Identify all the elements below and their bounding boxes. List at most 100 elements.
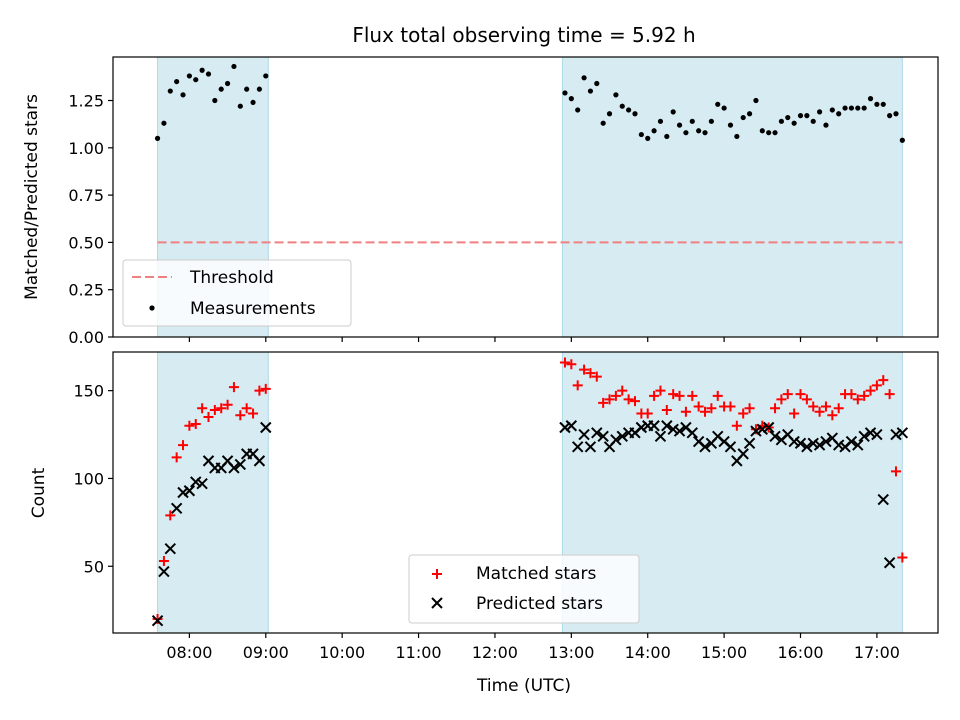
predicted-star-point	[228, 462, 240, 474]
matched-star-point	[248, 408, 259, 419]
measurement-point	[626, 107, 632, 113]
measurement-point	[861, 105, 867, 111]
predicted-star-point	[890, 428, 902, 441]
matched-star-point	[680, 406, 691, 417]
matched-star-point	[795, 389, 806, 400]
predicted-star-point	[164, 542, 176, 555]
measurement-point	[887, 113, 893, 119]
matched-star-point	[687, 390, 698, 401]
predicted-star-point	[253, 455, 266, 467]
matched-star-point	[241, 403, 252, 414]
matched-star-point	[572, 380, 583, 391]
matched-star-point	[579, 364, 590, 375]
predicted-star-point	[813, 439, 826, 451]
top-y-axis-label: Matched/Predicted stars	[22, 94, 42, 300]
predicted-star-point	[234, 458, 247, 471]
x-tick-label: 16:00	[777, 643, 823, 662]
y-tick-label: 0.00	[68, 328, 104, 347]
legend-matched-label: Matched stars	[476, 564, 596, 584]
measurement-point	[785, 114, 791, 121]
axes-frame	[112, 56, 939, 338]
matched-star-point	[203, 411, 214, 422]
legend-measurements-swatch	[149, 305, 155, 311]
measurement-point	[721, 105, 727, 111]
predicted-star-point	[591, 427, 603, 439]
measurement-point	[632, 111, 638, 117]
matched-star-point	[820, 401, 831, 412]
matched-star-point	[559, 357, 570, 368]
measurement-point	[880, 101, 886, 107]
matched-star-point	[827, 410, 838, 421]
matched-star-point	[846, 389, 857, 400]
measurement-point	[263, 73, 269, 79]
y-tick-label: 0.75	[68, 186, 104, 205]
measurement-point	[702, 130, 708, 136]
matched-star-point	[776, 394, 787, 405]
matched-star-point	[184, 420, 195, 431]
predicted-star-point	[788, 435, 800, 448]
measurement-point	[836, 111, 842, 117]
measurement-point	[568, 96, 574, 102]
measurement-point	[250, 99, 256, 106]
measurement-point	[619, 103, 625, 109]
predicted-star-point	[743, 437, 756, 450]
matched-star-point	[655, 385, 666, 396]
matched-star-point	[197, 403, 208, 414]
measurement-point	[613, 92, 619, 98]
x-tick-label: 17:00	[854, 643, 900, 662]
measurement-point	[829, 107, 835, 113]
predicted-star-point	[196, 478, 208, 490]
measurement-point	[676, 122, 683, 128]
matched-star-point	[833, 403, 844, 414]
y-tick-label: 100	[73, 469, 104, 488]
predicted-star-point	[820, 435, 832, 448]
legend-predicted-swatch	[431, 597, 443, 609]
legend-predicted-label: Predicted stars	[476, 594, 603, 614]
predicted-star-point	[654, 430, 667, 443]
measurement-point	[708, 118, 714, 124]
measurement-point	[766, 130, 772, 136]
measurement-point	[212, 97, 218, 104]
predicted-star-point	[896, 427, 909, 439]
predicted-star-point	[667, 423, 679, 435]
matched-star-point	[642, 408, 653, 419]
measurement-point	[753, 97, 759, 104]
x-axis-label: Time (UTC)	[476, 676, 571, 696]
measurement-point	[848, 105, 855, 111]
matched-star-point	[674, 390, 685, 401]
matched-star-point	[190, 419, 201, 430]
matched-star-point	[254, 385, 265, 396]
measurement-point	[746, 111, 753, 117]
predicted-star-point	[610, 434, 622, 446]
predicted-star-point	[883, 557, 896, 569]
measurement-point	[816, 109, 823, 115]
predicted-star-point	[801, 441, 813, 453]
shaded-interval	[157, 351, 269, 634]
matched-star-point	[260, 383, 271, 394]
predicted-star-point	[858, 430, 870, 443]
matched-star-point	[222, 399, 233, 410]
measurement-point	[587, 88, 594, 94]
measurement-point	[657, 118, 664, 124]
predicted-star-point	[724, 441, 737, 453]
measurement-point	[867, 96, 874, 102]
predicted-star-point	[737, 448, 749, 460]
x-tick-label: 09:00	[243, 643, 289, 662]
measurement-point	[638, 131, 644, 138]
matched-star-point	[661, 404, 672, 415]
measurement-point	[791, 120, 797, 126]
x-tick-label: 15:00	[701, 643, 747, 662]
x-tick-label: 13:00	[548, 643, 594, 662]
matched-star-point	[693, 401, 704, 412]
predicted-star-point	[158, 565, 170, 578]
matched-star-point	[152, 613, 163, 624]
matched-star-point	[649, 390, 660, 401]
measurement-point	[734, 133, 740, 140]
predicted-star-point	[571, 441, 584, 453]
predicted-star-point	[807, 437, 819, 450]
matched-star-point	[604, 394, 615, 405]
measurement-point	[594, 80, 600, 87]
predicted-star-point	[565, 420, 578, 432]
matched-star-point	[801, 394, 812, 405]
